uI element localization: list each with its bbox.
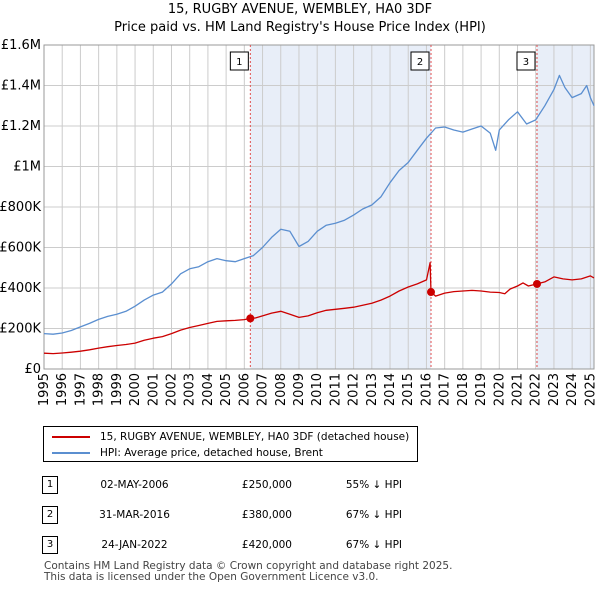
x-tick-label: 2009 xyxy=(292,373,307,406)
x-tick-label: 2001 xyxy=(146,373,161,406)
legend-item-property: 15, RUGBY AVENUE, WEMBLEY, HA0 3DF (deta… xyxy=(52,429,409,445)
footer-attribution: Contains HM Land Registry data © Crown c… xyxy=(44,561,452,583)
x-tick-label: 2010 xyxy=(310,373,325,406)
chart-title: 15, RUGBY AVENUE, WEMBLEY, HA0 3DF xyxy=(168,2,432,17)
sale-marker-box xyxy=(410,51,430,71)
sale-marker-box xyxy=(229,51,249,71)
y-tick-label: £1.4M xyxy=(1,79,41,94)
x-tick-label: 2020 xyxy=(492,373,507,406)
y-tick-label: £200K xyxy=(0,322,41,337)
sale-hpi-diff: 55% ↓ HPI xyxy=(345,479,402,491)
sale-marker-badge: 2 xyxy=(42,506,58,524)
x-tick-label: 2003 xyxy=(183,373,198,406)
x-tick-label: 1996 xyxy=(55,373,70,406)
sale-marker-label: 1 xyxy=(236,57,242,68)
legend-swatch-property xyxy=(52,436,90,438)
sale-price: £380,000 xyxy=(241,509,292,521)
x-tick-label: 2000 xyxy=(128,373,143,406)
sale-date: 31-MAR-2016 xyxy=(99,509,170,521)
property-series-line xyxy=(43,262,595,355)
x-tick-label: 2008 xyxy=(274,373,289,406)
sale-date: 24-JAN-2022 xyxy=(101,539,168,551)
price-chart: 15, RUGBY AVENUE, WEMBLEY, HA0 3DF Price… xyxy=(0,2,598,406)
sale-marker-badge: 1 xyxy=(42,476,58,494)
sale-price: £250,000 xyxy=(241,479,292,491)
sale-marker-label: 3 xyxy=(523,57,529,68)
x-tick-label: 2014 xyxy=(383,373,398,406)
x-tick-label: 2022 xyxy=(529,373,544,406)
legend-item-hpi: HPI: Average price, detached house, Bren… xyxy=(52,445,323,461)
x-tick-label: 2011 xyxy=(328,373,343,406)
x-tick-label: 2021 xyxy=(511,373,526,406)
y-tick-label: £800K xyxy=(0,200,41,215)
hpi-series-line xyxy=(43,74,595,335)
x-tick-label: 2025 xyxy=(583,373,598,406)
x-tick-label: 2007 xyxy=(256,373,271,406)
x-tick-label: 2018 xyxy=(456,373,471,406)
sale-price: £420,000 xyxy=(241,539,292,551)
x-tick-label: 2017 xyxy=(438,373,453,406)
sales-table: 1 02-MAY-2006 £250,000 55% ↓ HPI 2 31-MA… xyxy=(42,470,422,560)
y-tick-label: £1.6M xyxy=(1,38,41,53)
x-tick-label: 2015 xyxy=(401,373,416,406)
chart-subtitle: Price paid vs. HM Land Registry's House … xyxy=(114,20,486,35)
table-row: 3 24-JAN-2022 £420,000 67% ↓ HPI xyxy=(42,530,422,560)
footer-line-1: Contains HM Land Registry data © Crown c… xyxy=(44,560,453,572)
sale-point xyxy=(246,314,255,323)
sale-point xyxy=(532,279,541,288)
chart-legend: 15, RUGBY AVENUE, WEMBLEY, HA0 3DF (deta… xyxy=(43,426,418,462)
legend-swatch-hpi xyxy=(52,452,90,454)
x-tick-label: 2013 xyxy=(365,373,380,406)
x-tick-label: 2004 xyxy=(201,373,216,406)
sale-hpi-diff: 67% ↓ HPI xyxy=(345,539,402,551)
sale-marker-box xyxy=(516,51,536,71)
x-tick-label: 2019 xyxy=(474,373,489,406)
x-tick-label: 1995 xyxy=(37,373,52,406)
y-tick-label: £1.2M xyxy=(1,119,41,134)
x-tick-label: 2006 xyxy=(237,373,252,406)
y-tick-label: £1M xyxy=(13,160,41,175)
legend-label-hpi: HPI: Average price, detached house, Bren… xyxy=(100,447,323,459)
x-tick-label: 2002 xyxy=(164,373,179,406)
y-tick-label: £0 xyxy=(24,362,41,377)
x-tick-label: 2005 xyxy=(219,373,234,406)
x-tick-label: 2023 xyxy=(547,373,562,406)
sale-point xyxy=(427,288,436,297)
x-tick-label: 1997 xyxy=(73,373,88,406)
x-tick-label: 2016 xyxy=(419,373,434,406)
sale-hpi-diff: 67% ↓ HPI xyxy=(345,509,402,521)
x-tick-label: 2012 xyxy=(347,373,362,406)
sale-marker-badge: 3 xyxy=(42,536,58,554)
legend-label-property: 15, RUGBY AVENUE, WEMBLEY, HA0 3DF (deta… xyxy=(100,431,410,443)
x-tick-label: 1998 xyxy=(92,373,107,406)
table-row: 2 31-MAR-2016 £380,000 67% ↓ HPI xyxy=(42,500,422,530)
footer-line-2: This data is licensed under the Open Gov… xyxy=(44,571,379,583)
table-row: 1 02-MAY-2006 £250,000 55% ↓ HPI xyxy=(42,470,422,500)
sale-marker-label: 2 xyxy=(417,57,423,68)
y-tick-label: £400K xyxy=(0,281,41,296)
plot-frame xyxy=(43,44,595,370)
x-tick-label: 1999 xyxy=(110,373,125,406)
x-tick-label: 2024 xyxy=(565,373,580,406)
y-tick-label: £600K xyxy=(0,241,41,256)
sale-date: 02-MAY-2006 xyxy=(100,479,169,491)
